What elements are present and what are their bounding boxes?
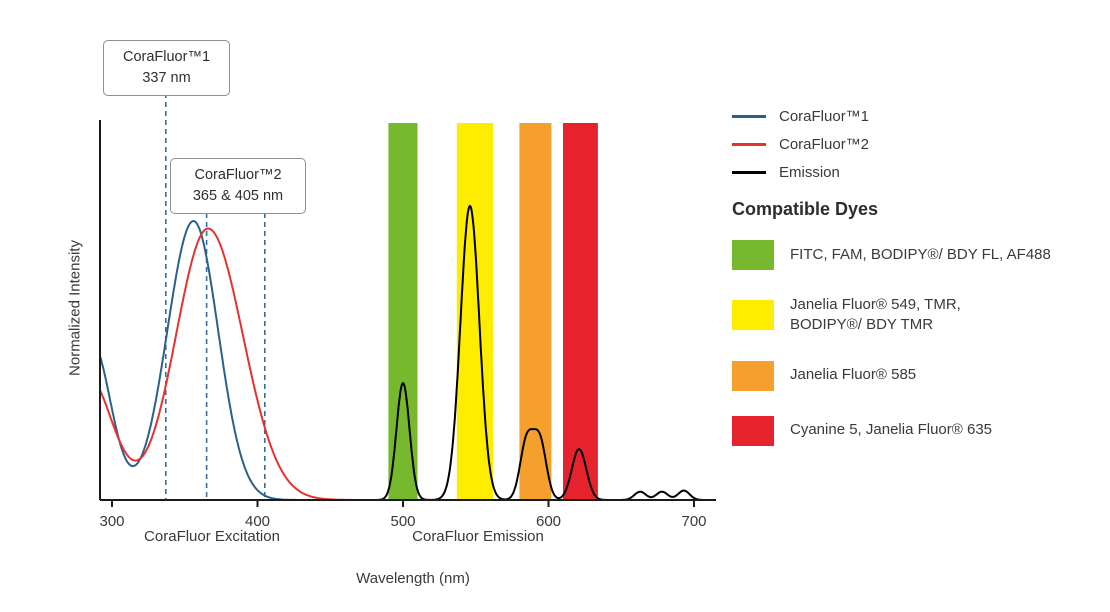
corafluor1-line-swatch (732, 115, 766, 118)
x-axis-label: Wavelength (nm) (356, 570, 470, 587)
y-axis-label: Normalized Intensity (66, 240, 84, 376)
legend-label-corafluor1: CoraFluor™1 (779, 108, 870, 125)
spectra-chart: 300 400 500 600 700 (99, 84, 717, 530)
legend-item-emission: Emission (732, 164, 1102, 181)
x-tick-label: 700 (681, 513, 706, 530)
legend-item-corafluor2: CoraFluor™2 (732, 136, 1102, 153)
callout-corafluor1: CoraFluor™1 337 nm (103, 40, 230, 97)
corafluor2-line-swatch (732, 143, 766, 146)
legend-item-corafluor1: CoraFluor™1 (732, 108, 1102, 125)
emission-filter-bands (388, 123, 598, 500)
orange-dye-swatch (732, 360, 774, 391)
red-dye-swatch (732, 415, 774, 446)
band-green (388, 123, 418, 500)
excitation-section-label: CoraFluor Excitation (144, 528, 280, 545)
dye-row-red: Cyanine 5, Janelia Fluor® 635 (732, 415, 1102, 446)
red-dye-label: Cyanine 5, Janelia Fluor® 635 (790, 421, 993, 439)
green-dye-label: FITC, FAM, BODIPY®/ BDY FL, AF488 (790, 245, 1051, 263)
callout-corafluor2-value: 365 & 405 nm (192, 188, 284, 205)
yellow-dye-swatch (732, 300, 774, 331)
callout-corafluor2: CoraFluor™2 365 & 405 nm (170, 158, 306, 215)
dye-row-yellow: Janelia Fluor® 549, TMR, BODIPY®/ BDY TM… (732, 295, 1102, 336)
emission-section-label: CoraFluor Emission (412, 528, 544, 545)
x-tick-label: 500 (390, 513, 415, 530)
callout-corafluor2-title: CoraFluor™2 (194, 167, 282, 183)
legend-label-emission: Emission (779, 164, 840, 181)
legend-panel: CoraFluor™1 CoraFluor™2 Emission Compati… (732, 108, 1102, 471)
band-red (563, 123, 598, 500)
green-dye-swatch (732, 240, 774, 270)
legend-label-corafluor2: CoraFluor™2 (779, 136, 870, 153)
emission-line-swatch (732, 171, 766, 174)
yellow-dye-label: Janelia Fluor® 549, TMR, BODIPY®/ BDY TM… (790, 296, 961, 334)
x-tick-label: 400 (245, 513, 270, 530)
x-tick-label: 300 (99, 513, 124, 530)
callout-corafluor1-title: CoraFluor™1 (122, 49, 211, 65)
dye-row-orange: Janelia Fluor® 585 (732, 360, 1102, 391)
x-tick-label: 600 (536, 513, 561, 530)
orange-dye-label: Janelia Fluor® 585 (790, 366, 917, 384)
compatible-dyes-title: Compatible Dyes (732, 199, 879, 219)
callout-corafluor1-value: 337 nm (142, 70, 191, 87)
dye-row-green: FITC, FAM, BODIPY®/ BDY FL, AF488 (732, 240, 1102, 270)
